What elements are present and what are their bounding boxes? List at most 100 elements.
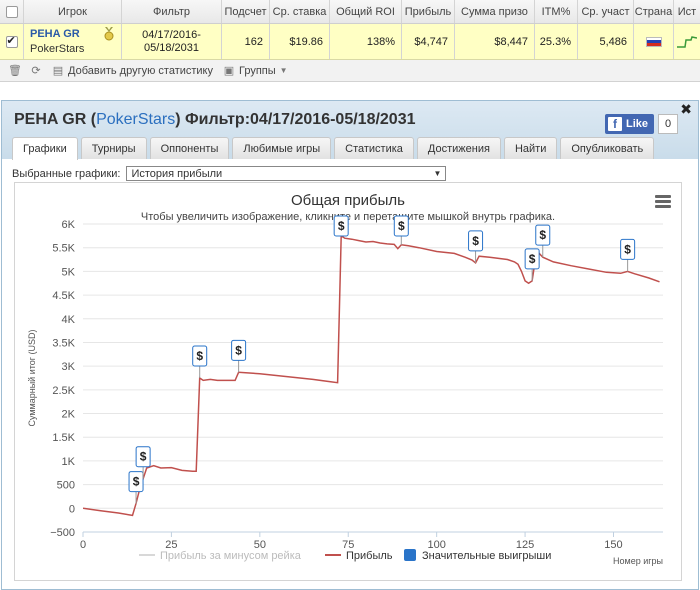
big-win-flag (393, 215, 409, 237)
y-tick-label: 5.5K (52, 243, 75, 255)
big-win-flag (333, 215, 349, 237)
col-header-country[interactable]: Страна (634, 0, 674, 23)
col-header-history[interactable]: Ист (677, 5, 697, 18)
chevron-down-icon: ▼ (279, 66, 288, 75)
player-name-link[interactable]: PEHA GR (30, 28, 80, 40)
col-header-itm[interactable]: ITM% (535, 0, 578, 23)
tab-statistics[interactable]: Статистика (334, 137, 414, 159)
col-header-avg-stake[interactable]: Ср. ставка (270, 0, 330, 23)
col-header-profit[interactable]: Прибыль (402, 0, 455, 23)
y-tick-label: 500 (57, 480, 75, 492)
y-tick-label: 4.5K (52, 290, 75, 302)
row-checkbox[interactable] (5, 34, 18, 48)
add-stats-label: Добавить другую статистику (68, 64, 213, 77)
chevron-down-icon: ▼ (433, 169, 442, 178)
col-header-roi[interactable]: Общий ROI (330, 0, 402, 23)
chart-select[interactable]: История прибыли ▼ (126, 166, 447, 181)
table-row[interactable]: PEHA GR PokerStars 04/17/2016- 05/18/203… (0, 24, 700, 60)
table-toolbar: 🗑 ⟳ ▤ Добавить другую статистику ▣ Групп… (0, 60, 700, 82)
tab-achievements[interactable]: Достижения (416, 137, 501, 159)
filter-start: 04/17/2016- (142, 28, 201, 41)
x-tick-label: 25 (165, 539, 177, 551)
y-tick-label: 2K (62, 409, 76, 421)
y-tick-label: 2.5K (52, 385, 75, 397)
groups-button[interactable]: ▣ Группы ▼ (223, 65, 288, 77)
select-all-checkbox[interactable] (5, 5, 18, 18)
add-stats-button[interactable]: ▤ Добавить другую статистику (52, 65, 213, 77)
x-tick-label: 0 (80, 539, 86, 551)
tab-opponents[interactable]: Оппоненты (149, 137, 230, 159)
add-columns-icon: ▤ (52, 64, 64, 77)
y-tick-label: −500 (50, 527, 75, 539)
facebook-like-button[interactable]: f Like (604, 114, 654, 134)
col-header-player[interactable]: Игрок (24, 0, 122, 23)
history-cell[interactable] (674, 24, 700, 59)
big-win-flag-label: $ (529, 252, 536, 266)
close-icon[interactable]: ✖ (680, 101, 692, 117)
legend-label-rake: Прибыль за минусом рейка (160, 550, 302, 562)
big-win-flag-label: $ (624, 242, 631, 256)
panel-header: PEHA GR (PokerStars) Фильтр:04/17/2016-0… (2, 101, 698, 160)
title-site-link[interactable]: PokerStars (96, 111, 176, 128)
x-tick-label: 100 (427, 539, 445, 551)
tab-find[interactable]: Найти (503, 137, 558, 159)
player-cell[interactable]: PEHA GR PokerStars (24, 24, 122, 59)
chart-select-value: История прибыли (131, 167, 223, 180)
player-site: PokerStars (30, 43, 85, 55)
x-tick-label: 150 (604, 539, 622, 551)
big-win-flag (128, 471, 144, 493)
tab-tournaments[interactable]: Турниры (80, 137, 147, 159)
col-header-avg-field[interactable]: Ср. участ (578, 0, 634, 23)
facebook-icon: f (607, 117, 622, 131)
chart-selector-label: Выбранные графики: (12, 167, 121, 180)
y-axis-label: Суммарный итог (USD) (27, 329, 37, 426)
big-win-flag (231, 339, 247, 361)
col-header-prize-sum[interactable]: Сумма призо (455, 0, 535, 23)
col-header-count[interactable]: Подсчет (222, 0, 270, 23)
count-value: 162 (222, 24, 270, 59)
profit-chart[interactable]: Общая прибыль Чтобы увеличить изображение… (14, 182, 682, 581)
big-win-flag-label: $ (338, 219, 345, 233)
big-win-flag (192, 345, 208, 367)
refresh-icon[interactable]: ⟳ (31, 64, 41, 77)
medal-icon (104, 27, 114, 41)
title-player: PEHA GR ( (14, 111, 97, 128)
chart-title: Общая прибыль (291, 192, 405, 209)
x-tick-label: 50 (254, 539, 266, 551)
panel-tabs: Графики Турниры Оппоненты Любимые игры С… (12, 137, 655, 160)
tab-charts[interactable]: Графики (12, 137, 78, 160)
select-all-checkbox-cell[interactable] (0, 0, 24, 23)
row-checkbox-cell[interactable] (0, 24, 24, 59)
y-tick-label: 0 (69, 503, 75, 515)
big-win-flag (135, 446, 151, 468)
big-win-flag (620, 238, 636, 260)
y-tick-label: 4K (62, 314, 76, 326)
trash-icon[interactable]: 🗑 (8, 64, 22, 77)
like-count: 0 (658, 114, 678, 134)
y-tick-label: 1.5K (52, 432, 75, 444)
y-tick-label: 3K (62, 361, 76, 373)
sparkline-icon[interactable] (677, 35, 697, 48)
legend-label-big-wins: Значительные выигрыши (422, 550, 551, 562)
big-win-flag-label: $ (140, 450, 147, 464)
tab-publish[interactable]: Опубликовать (560, 137, 655, 159)
y-tick-label: 5K (62, 266, 76, 278)
groups-label: Группы (239, 64, 276, 77)
itm-value: 25.3% (535, 24, 578, 59)
tab-favorite-games[interactable]: Любимые игры (232, 137, 332, 159)
col-header-filter[interactable]: Фильтр (122, 0, 222, 23)
big-win-flag-label: $ (539, 228, 546, 242)
y-tick-label: 3.5K (52, 337, 75, 349)
y-tick-label: 1K (62, 456, 76, 468)
big-win-flag-label: $ (235, 343, 242, 357)
big-win-flag (524, 248, 540, 270)
chart-menu-icon[interactable] (655, 195, 671, 208)
big-win-flag (468, 230, 484, 252)
profit-value: $4,747 (402, 24, 455, 59)
panel-title: PEHA GR (PokerStars) Фильтр:04/17/2016-0… (14, 111, 416, 129)
groups-icon: ▣ (223, 64, 235, 77)
stats-table: Игрок Фильтр Подсчет Ср. ставка Общий RO… (0, 0, 700, 82)
legend-label-profit: Прибыль (346, 550, 393, 562)
russia-flag-icon (645, 36, 662, 47)
